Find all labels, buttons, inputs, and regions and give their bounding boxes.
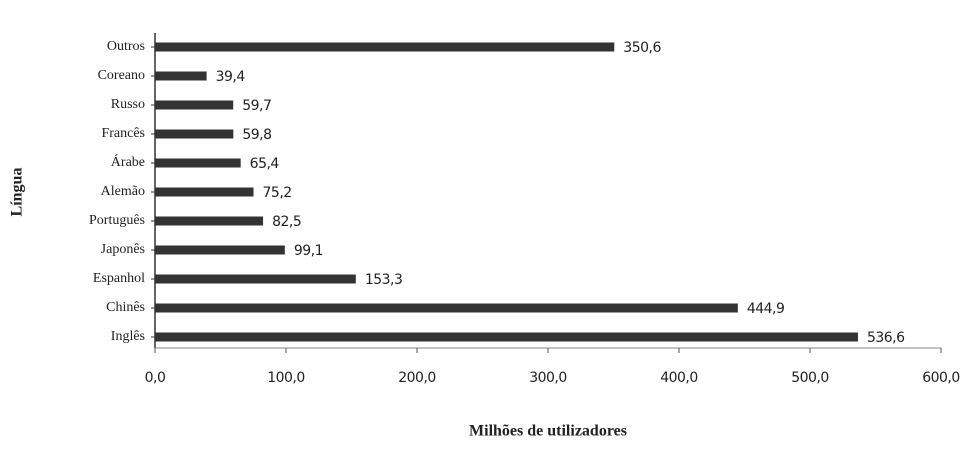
x-tick-label: 400,0 [660, 370, 698, 386]
value-label: 75,2 [263, 185, 292, 201]
x-tick-label: 200,0 [398, 370, 436, 386]
y-tick-label: Coreano [98, 68, 145, 83]
bar [155, 158, 241, 168]
y-tick-label: Árabe [111, 153, 145, 170]
bar [155, 100, 234, 110]
bar [155, 274, 356, 284]
x-tick-label: 0,0 [145, 370, 166, 386]
y-tick-label: Chinês [106, 300, 145, 315]
value-label: 65,4 [250, 156, 280, 172]
x-tick-label: 100,0 [267, 370, 305, 386]
value-label: 59,8 [242, 127, 271, 143]
value-label: 536,6 [867, 330, 905, 346]
x-tick-label: 300,0 [529, 370, 567, 386]
bar [155, 216, 264, 226]
x-axis-title: Milhões de utilizadores [469, 423, 627, 440]
bar [155, 129, 234, 139]
bar [155, 187, 254, 197]
bar [155, 42, 615, 52]
y-tick-label: Inglês [111, 329, 145, 344]
y-tick-label: Japonês [101, 242, 145, 257]
x-tick-label: 500,0 [791, 370, 829, 386]
value-label: 350,6 [623, 40, 661, 56]
y-axis-title: Língua [9, 168, 26, 217]
value-label: 153,3 [365, 272, 403, 288]
value-label: 444,9 [747, 301, 785, 317]
bar [155, 245, 285, 255]
value-label: 82,5 [272, 214, 301, 230]
y-tick-label: Russo [111, 97, 145, 112]
y-tick-label: Francês [101, 126, 145, 141]
bar [155, 332, 858, 342]
y-tick-label: Espanhol [93, 271, 145, 286]
bar [155, 71, 207, 81]
y-tick-label: Português [89, 213, 145, 228]
value-label: 39,4 [216, 69, 246, 85]
value-label: 59,7 [242, 98, 271, 114]
value-label: 99,1 [294, 243, 323, 259]
y-tick-label: Alemão [101, 184, 145, 199]
bar [155, 303, 738, 313]
y-tick-label: Outros [107, 39, 145, 54]
x-tick-label: 600,0 [922, 370, 960, 386]
